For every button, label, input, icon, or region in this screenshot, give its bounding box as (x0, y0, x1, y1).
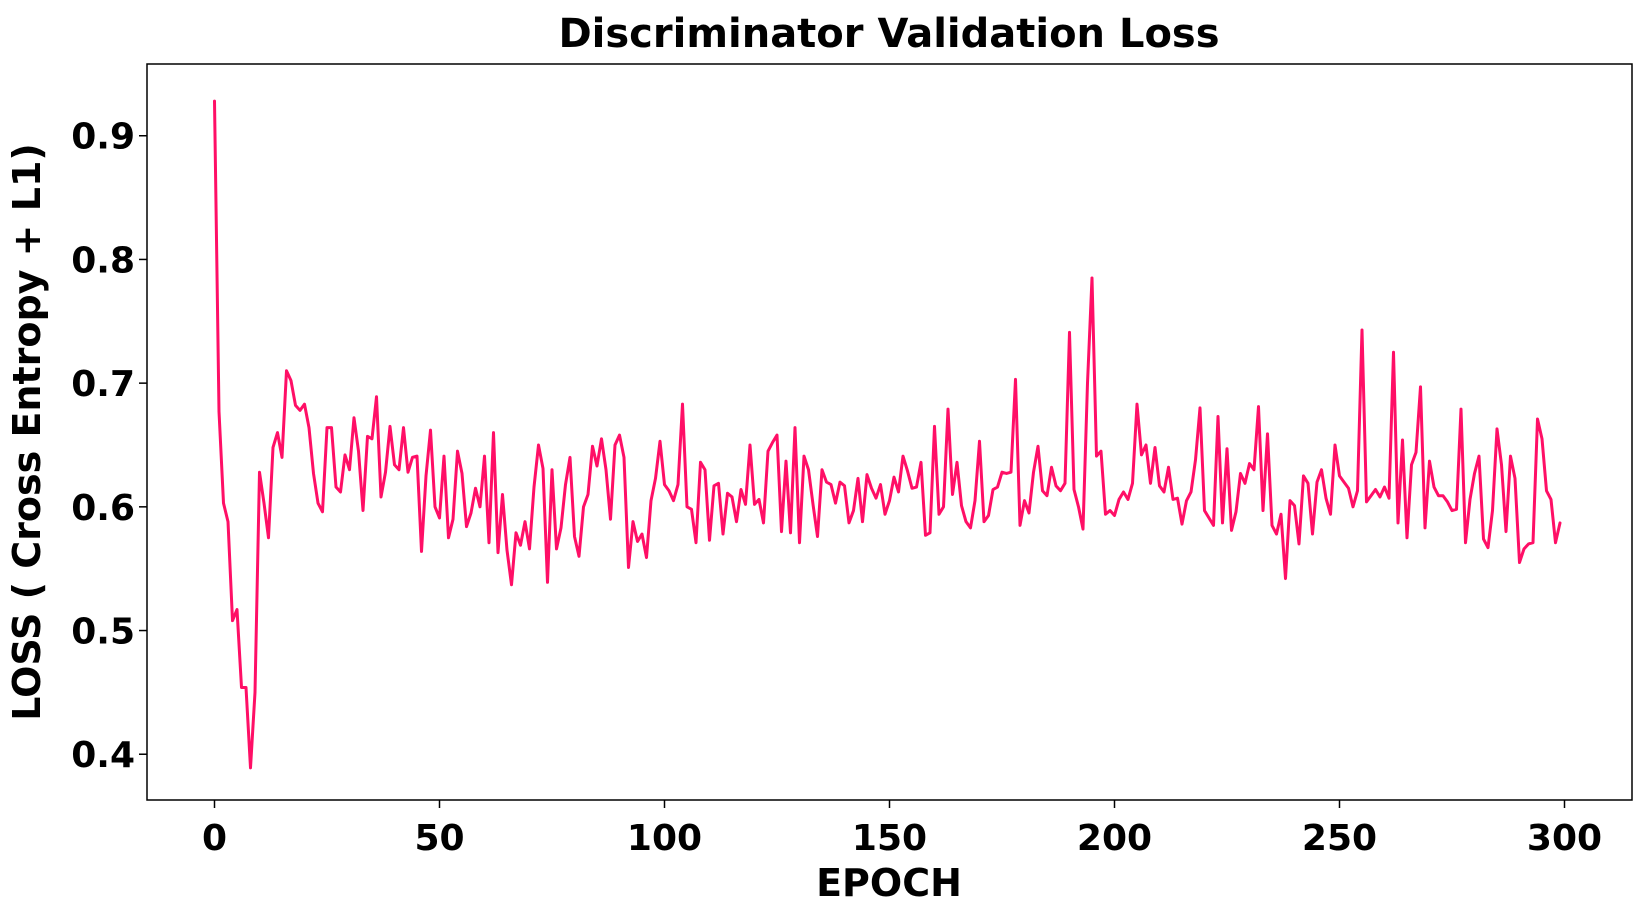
y-axis-label-group: LOSS ( Cross Entropy + L1) (5, 143, 49, 721)
y-tick-label: 0.7 (71, 364, 135, 405)
y-axis-ticks: 0.4 0.5 0.6 0.7 0.8 0.9 (71, 117, 147, 776)
x-tick-label: 200 (1077, 818, 1152, 859)
y-tick-label: 0.8 (71, 240, 135, 281)
x-tick-label: 0 (202, 818, 227, 859)
y-tick-label: 0.5 (71, 612, 135, 653)
chart-title: Discriminator Validation Loss (558, 11, 1219, 57)
y-axis-label: LOSS ( Cross Entropy + L1) (5, 143, 49, 721)
y-tick-label: 0.6 (71, 488, 135, 529)
x-tick-label: 150 (852, 818, 927, 859)
x-tick-label: 50 (414, 818, 464, 859)
series-line-loss (213, 99, 1562, 770)
x-tick-label: 100 (627, 818, 702, 859)
x-tick-label: 300 (1527, 818, 1602, 859)
x-axis-label: EPOCH (816, 861, 962, 905)
plot-area-frame (146, 63, 1633, 801)
x-axis-ticks: 0 50 100 150 200 250 300 (202, 800, 1602, 859)
y-tick-label: 0.9 (71, 117, 135, 158)
x-tick-label: 250 (1302, 818, 1377, 859)
y-tick-label: 0.4 (71, 735, 135, 776)
